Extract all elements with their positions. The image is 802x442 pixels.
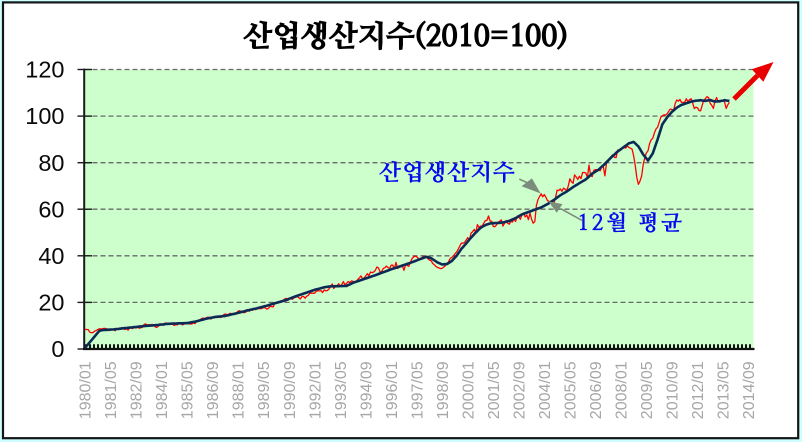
svg-text:1981/05: 1981/05 [103, 361, 120, 419]
svg-text:1988/01: 1988/01 [231, 361, 248, 419]
svg-text:1993/05: 1993/05 [333, 361, 350, 419]
svg-text:80: 80 [38, 150, 64, 176]
svg-text:100: 100 [25, 103, 64, 129]
svg-text:40: 40 [38, 243, 64, 269]
svg-text:2001/05: 2001/05 [486, 361, 503, 419]
svg-text:1990/09: 1990/09 [282, 361, 299, 419]
svg-text:2010/09: 2010/09 [665, 361, 682, 419]
svg-text:2000/01: 2000/01 [460, 361, 477, 419]
svg-text:2008/01: 2008/01 [614, 361, 631, 419]
svg-text:1992/01: 1992/01 [307, 361, 324, 419]
svg-text:2002/09: 2002/09 [511, 361, 528, 419]
svg-text:1986/09: 1986/09 [205, 361, 222, 419]
svg-text:1998/09: 1998/09 [435, 361, 452, 419]
svg-text:20: 20 [38, 290, 64, 316]
svg-text:1984/01: 1984/01 [154, 361, 171, 419]
svg-text:1985/05: 1985/05 [180, 361, 197, 419]
svg-text:2014/09: 2014/09 [741, 361, 758, 419]
svg-text:1996/01: 1996/01 [384, 361, 401, 419]
svg-text:2005/05: 2005/05 [563, 361, 580, 419]
svg-text:1997/05: 1997/05 [409, 361, 426, 419]
svg-text:2004/01: 2004/01 [537, 361, 554, 419]
svg-text:2006/09: 2006/09 [588, 361, 605, 419]
svg-text:60: 60 [38, 196, 64, 222]
svg-text:2012/01: 2012/01 [690, 361, 707, 419]
svg-text:2013/05: 2013/05 [716, 361, 733, 419]
svg-text:1989/05: 1989/05 [256, 361, 273, 419]
svg-text:0: 0 [51, 336, 64, 362]
svg-text:2009/05: 2009/05 [639, 361, 656, 419]
svg-text:1982/09: 1982/09 [129, 361, 146, 419]
svg-text:1994/09: 1994/09 [358, 361, 375, 419]
svg-text:120: 120 [25, 57, 64, 83]
svg-text:1980/01: 1980/01 [78, 361, 95, 419]
